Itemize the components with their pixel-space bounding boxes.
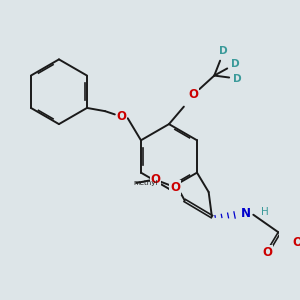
Text: D: D — [219, 46, 228, 56]
Text: H: H — [261, 207, 269, 217]
Text: D: D — [231, 59, 239, 69]
Text: methyl: methyl — [133, 180, 157, 186]
Text: O: O — [116, 110, 126, 123]
Text: D: D — [232, 74, 241, 84]
Text: O: O — [189, 88, 199, 101]
Text: N: N — [241, 207, 250, 220]
Text: O: O — [151, 173, 160, 186]
Text: O: O — [170, 181, 180, 194]
Text: O: O — [262, 246, 272, 259]
Text: O: O — [292, 236, 300, 249]
